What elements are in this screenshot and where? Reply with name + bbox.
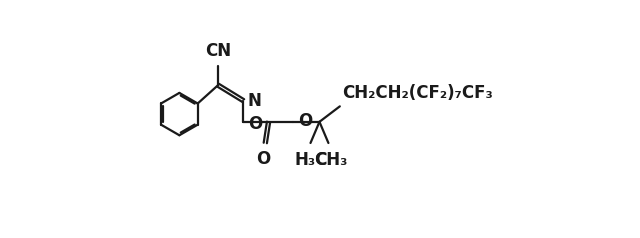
Text: O: O: [248, 115, 262, 133]
Text: H₃C: H₃C: [294, 151, 328, 169]
Text: O: O: [298, 112, 312, 130]
Text: CN: CN: [205, 42, 231, 60]
Text: N: N: [248, 92, 261, 110]
Text: CH₂CH₂(CF₂)₇CF₃: CH₂CH₂(CF₂)₇CF₃: [342, 84, 493, 102]
Text: CH₃: CH₃: [314, 151, 348, 169]
Text: O: O: [256, 149, 270, 168]
